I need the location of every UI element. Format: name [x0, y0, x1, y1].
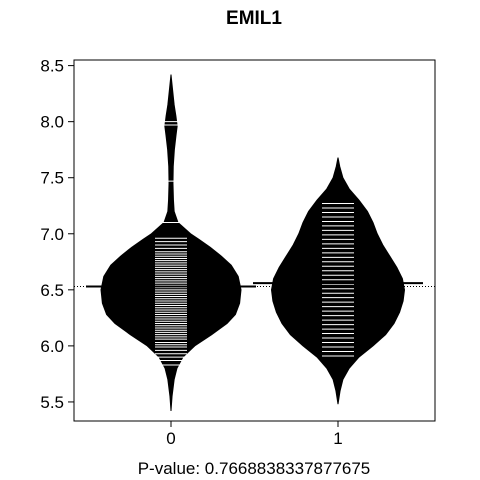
y-tick-label: 8.5 [40, 57, 64, 76]
x-axis-label: P-value: 0.7668838337877675 [138, 459, 371, 478]
bean-0 [100, 74, 242, 411]
y-axis: 5.5 6.0 6.5 7.0 7.5 8.0 8.5 [40, 57, 74, 412]
y-tick-label: 6.0 [40, 337, 64, 356]
bean-1 [270, 157, 406, 405]
x-tick-label: 1 [333, 429, 342, 448]
chart-title: EMIL1 [226, 8, 282, 29]
y-tick-label: 7.0 [40, 225, 64, 244]
x-tick-label: 0 [166, 429, 175, 448]
plot-frame [73, 59, 436, 422]
beans-layer [74, 74, 435, 411]
y-tick-label: 8.0 [40, 113, 64, 132]
y-tick-label: 7.5 [40, 169, 64, 188]
y-tick-label: 5.5 [40, 393, 64, 412]
y-tick-label: 6.5 [40, 281, 64, 300]
